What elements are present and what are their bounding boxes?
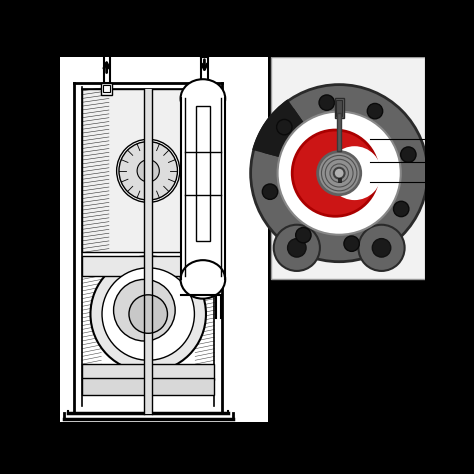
Wedge shape — [252, 100, 339, 173]
Bar — [335, 99, 344, 118]
Circle shape — [91, 256, 206, 372]
Circle shape — [401, 147, 416, 162]
Circle shape — [372, 238, 391, 257]
Circle shape — [318, 152, 361, 195]
Bar — [181, 99, 225, 279]
Bar — [82, 256, 214, 275]
Circle shape — [119, 142, 177, 200]
Bar — [82, 364, 214, 380]
Circle shape — [277, 119, 292, 135]
Circle shape — [393, 201, 409, 217]
Bar — [272, 57, 425, 279]
Circle shape — [137, 160, 159, 182]
Bar — [61, 57, 268, 422]
Circle shape — [288, 238, 306, 257]
Circle shape — [367, 103, 383, 119]
Ellipse shape — [181, 79, 225, 118]
Circle shape — [102, 268, 194, 360]
Circle shape — [251, 84, 428, 262]
Bar — [82, 89, 214, 253]
Circle shape — [358, 225, 405, 271]
Circle shape — [273, 225, 320, 271]
Bar — [337, 178, 341, 182]
Wedge shape — [263, 108, 339, 173]
Bar — [82, 378, 214, 395]
Bar — [101, 83, 112, 95]
Circle shape — [114, 279, 175, 341]
Circle shape — [296, 228, 311, 243]
Circle shape — [262, 184, 278, 200]
Circle shape — [328, 146, 382, 200]
Bar — [103, 84, 110, 92]
Circle shape — [319, 95, 335, 110]
Bar — [196, 106, 210, 241]
Circle shape — [292, 130, 378, 216]
Circle shape — [117, 139, 180, 202]
Bar — [337, 113, 341, 151]
Circle shape — [334, 168, 345, 179]
Circle shape — [278, 111, 401, 235]
Circle shape — [344, 236, 359, 251]
Bar — [336, 100, 342, 116]
Ellipse shape — [181, 260, 225, 299]
Circle shape — [129, 295, 167, 333]
Bar — [145, 89, 152, 414]
